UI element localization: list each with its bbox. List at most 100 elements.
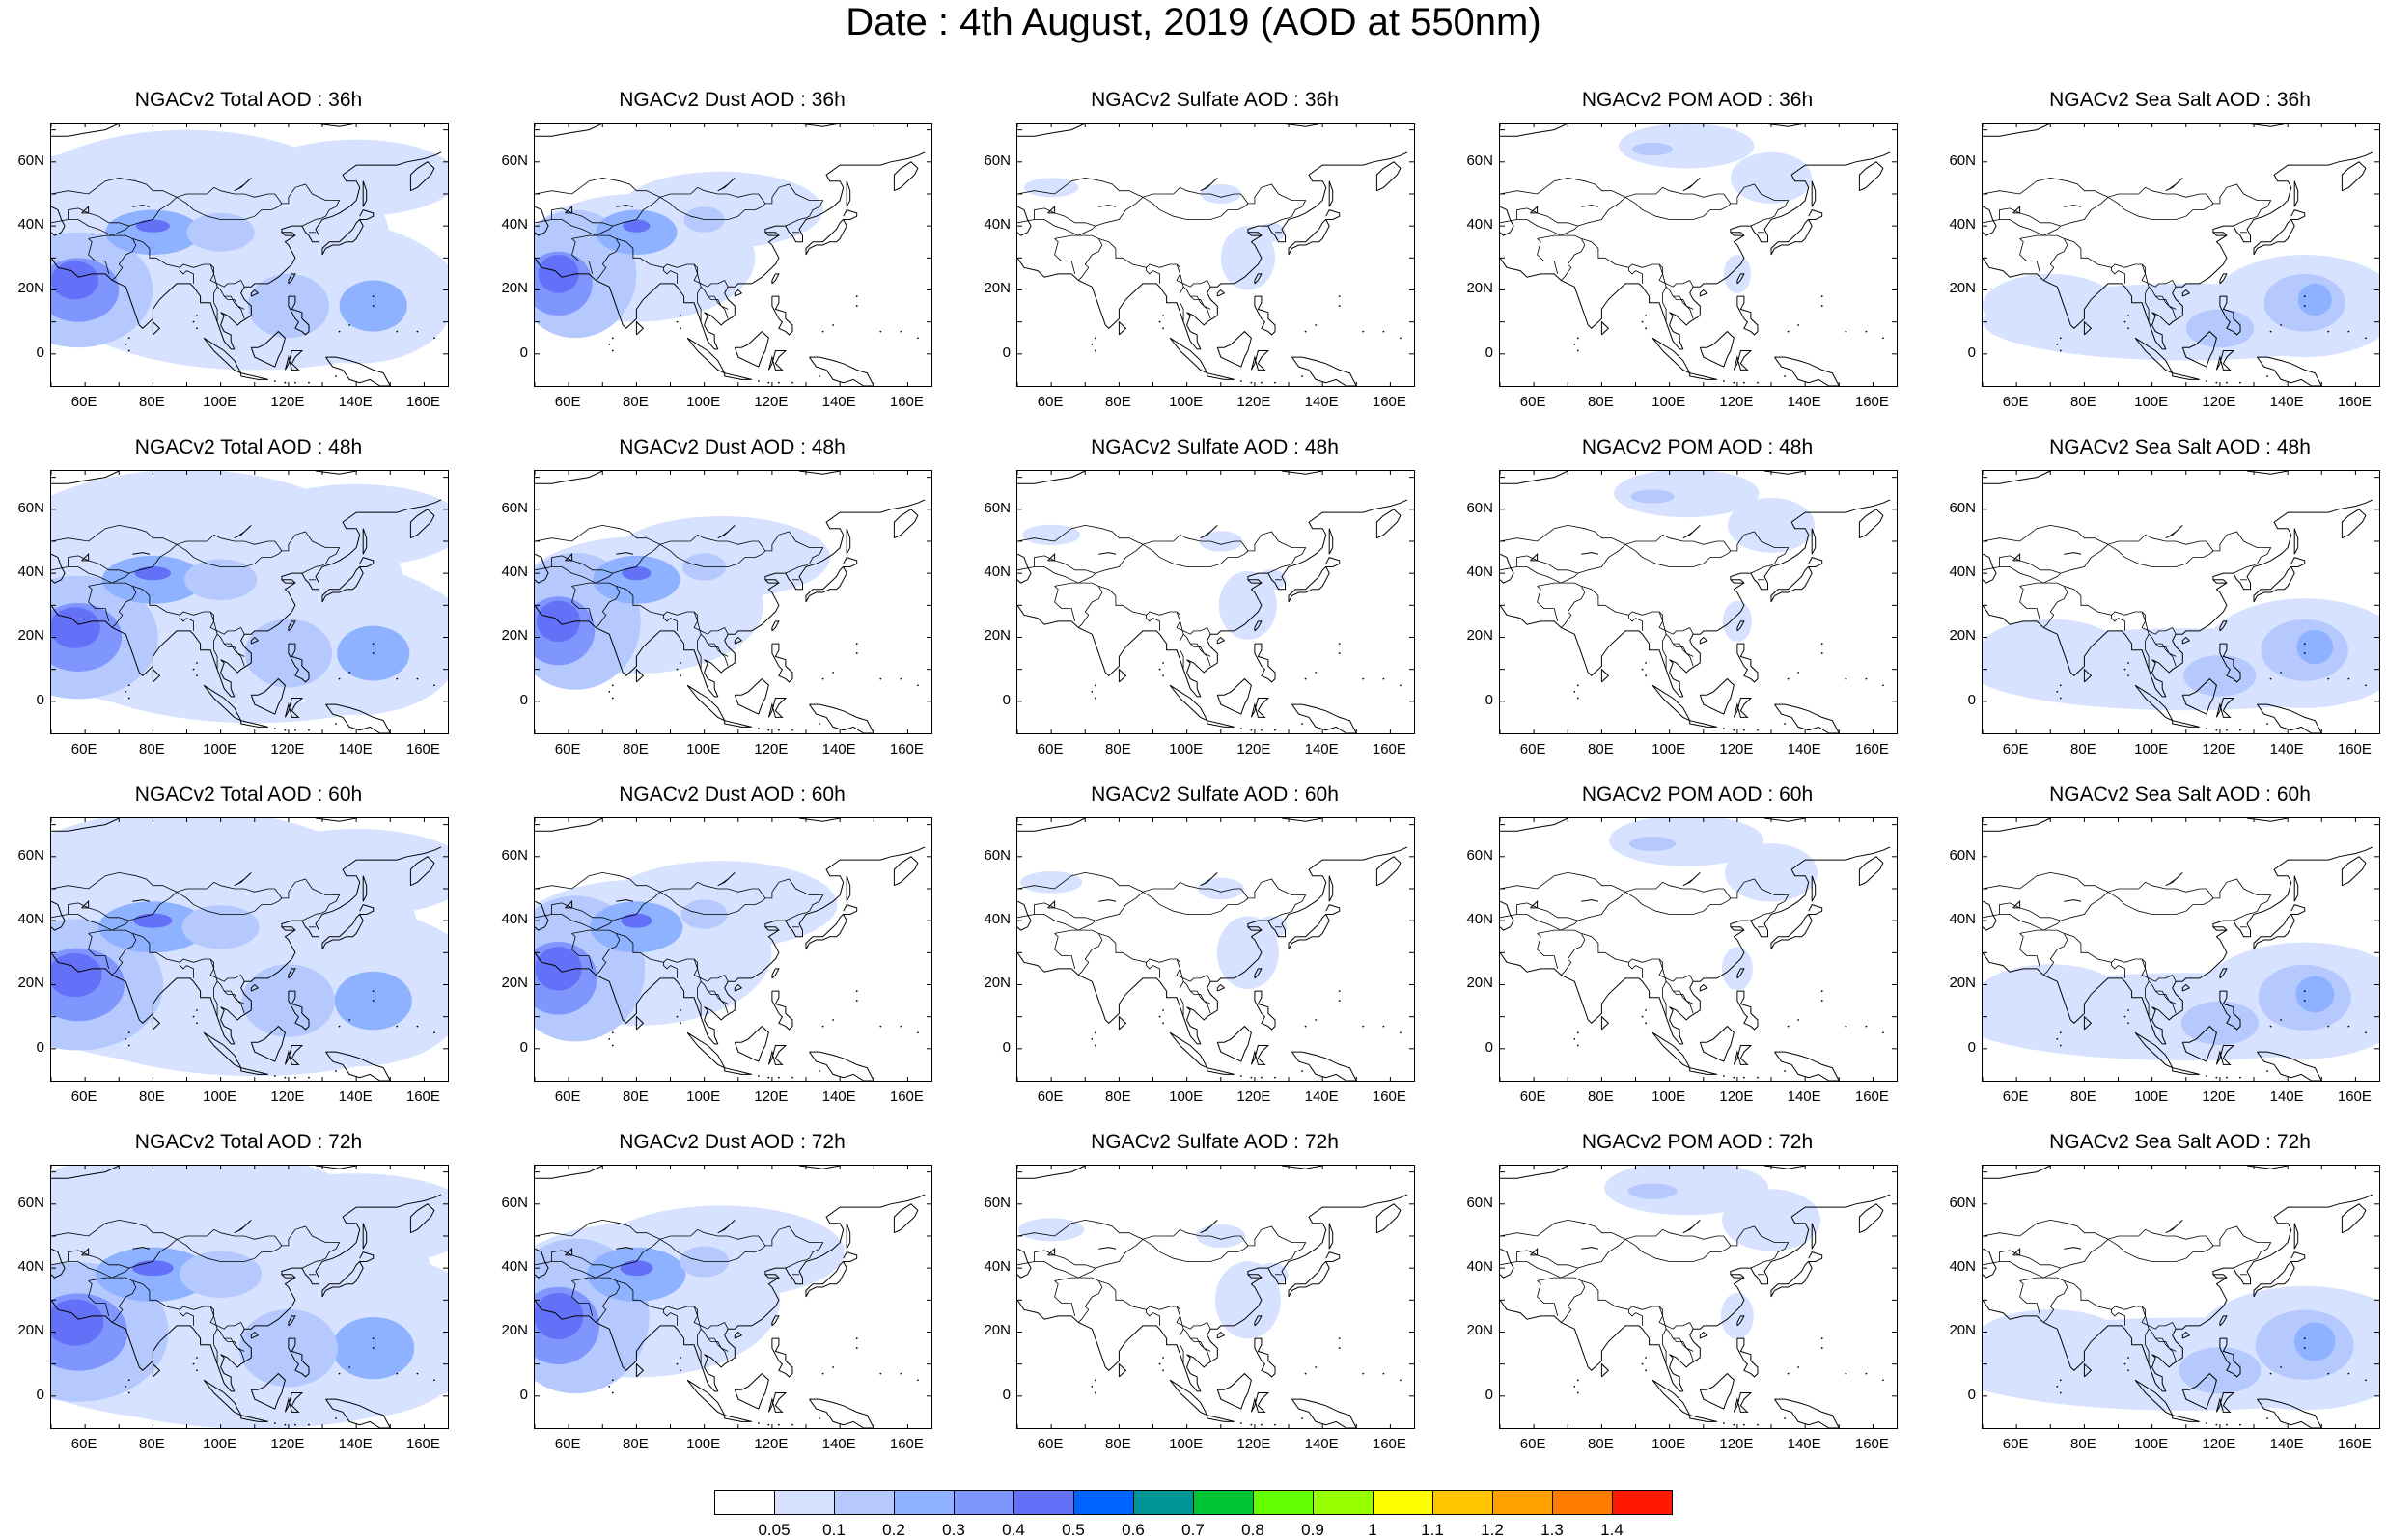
coastline <box>767 350 788 371</box>
latitude-label: 20N <box>1949 975 1976 992</box>
coastline <box>616 205 634 207</box>
island <box>1094 697 1096 700</box>
island <box>416 1025 419 1028</box>
coastline <box>1581 205 1599 207</box>
map-panel: NGACv2 Sea Salt AOD : 48h 60N 40N 20N 0 60E 80… <box>1924 436 2387 766</box>
island <box>611 1044 614 1047</box>
island <box>900 330 902 333</box>
country-border <box>1577 183 1790 227</box>
latitude-label: 0 <box>519 1038 528 1056</box>
island <box>611 349 614 352</box>
aod-field-region <box>1618 124 1755 169</box>
country-border <box>707 990 729 1004</box>
map-frame <box>1982 470 2380 734</box>
country-border <box>1577 531 1790 574</box>
coastline <box>734 330 769 368</box>
country-border <box>1500 566 1579 584</box>
coastline <box>1770 1260 1813 1298</box>
country-border <box>1577 1225 1790 1269</box>
latitude-label: 40N <box>1949 564 1976 581</box>
map-panel: NGACv2 Sea Salt AOD : 36h 60N 40N 20N 0 60E 80… <box>1924 89 2387 419</box>
island <box>917 1379 919 1382</box>
panel-title: NGACv2 Sea Salt AOD : 36h <box>2049 89 2311 111</box>
island <box>1722 728 1725 729</box>
aod-field-region <box>254 139 448 217</box>
coastline <box>2253 218 2295 256</box>
coastline <box>717 872 736 887</box>
coastline <box>1200 1220 1218 1234</box>
island <box>611 1379 614 1382</box>
longitude-label: 60E <box>554 394 581 410</box>
coastline <box>234 1220 252 1234</box>
island <box>1573 1385 1576 1388</box>
island <box>1882 1379 1884 1382</box>
coastline <box>315 124 357 127</box>
country-border <box>1983 1261 2062 1279</box>
latitude-label: 20N <box>501 627 528 645</box>
longitude-label: 160E <box>1372 1088 1406 1105</box>
aod-field-region <box>105 209 201 255</box>
country-border <box>1983 1219 2109 1240</box>
coastline <box>734 1025 769 1062</box>
island <box>778 1076 780 1079</box>
country-border <box>2145 634 2150 670</box>
latitude-label: 0 <box>519 691 528 708</box>
island <box>1261 1423 1263 1426</box>
longitude-label: 100E <box>2134 394 2169 410</box>
aod-field-region <box>132 1260 174 1277</box>
coastline <box>1500 1194 1891 1392</box>
country-border <box>2233 1259 2255 1269</box>
coastline <box>1254 643 1276 683</box>
latitude-label: 20N <box>1466 1322 1493 1339</box>
country-border <box>1628 615 1643 631</box>
island <box>2056 1385 2059 1388</box>
country-border <box>571 1280 594 1317</box>
island <box>2059 684 2062 687</box>
map-frame <box>1982 123 2380 387</box>
coastline <box>1098 899 1117 902</box>
country-border <box>571 933 594 970</box>
country-border <box>1662 981 1667 1017</box>
country-border <box>2019 1280 2041 1317</box>
longitude-label: 160E <box>2337 1436 2372 1452</box>
longitude-label: 140E <box>1304 1436 1339 1452</box>
country-border <box>1176 611 1211 667</box>
coastline <box>2083 668 2093 683</box>
island <box>335 1070 337 1072</box>
island <box>338 677 341 680</box>
coastline <box>409 856 435 887</box>
coastline <box>1207 372 1235 380</box>
island <box>1757 381 1759 384</box>
country-border <box>301 912 323 921</box>
country-border <box>1658 263 1694 319</box>
latitude-label: 40N <box>501 911 528 928</box>
island <box>855 1337 858 1340</box>
latitude-label: 20N <box>501 975 528 992</box>
country-border <box>785 1259 807 1269</box>
colorbar-swatch <box>1492 1490 1553 1515</box>
longitude-label: 100E <box>203 394 237 410</box>
longitude-label: 100E <box>1651 394 1686 410</box>
coastline <box>764 926 779 931</box>
coastline <box>250 1372 286 1410</box>
coastline <box>535 1248 549 1279</box>
island <box>196 1009 198 1011</box>
coastline <box>288 1315 296 1327</box>
island <box>2205 728 2207 729</box>
colorbar-label: 0.8 <box>1241 1521 1264 1539</box>
coastline <box>321 1260 364 1298</box>
coastline <box>846 875 851 902</box>
island <box>308 1076 310 1079</box>
country-border <box>1180 634 1184 670</box>
coastline <box>1811 180 1817 207</box>
coastline <box>1730 232 1744 236</box>
island <box>832 1019 835 1021</box>
aod-field-region <box>181 905 260 949</box>
island <box>273 1422 276 1424</box>
country-border <box>707 643 729 657</box>
island <box>680 327 681 330</box>
latitude-label: 20N <box>1949 627 1976 645</box>
country-border <box>2111 615 2125 631</box>
longitude-label: 60E <box>554 741 581 757</box>
coastline <box>616 552 634 555</box>
